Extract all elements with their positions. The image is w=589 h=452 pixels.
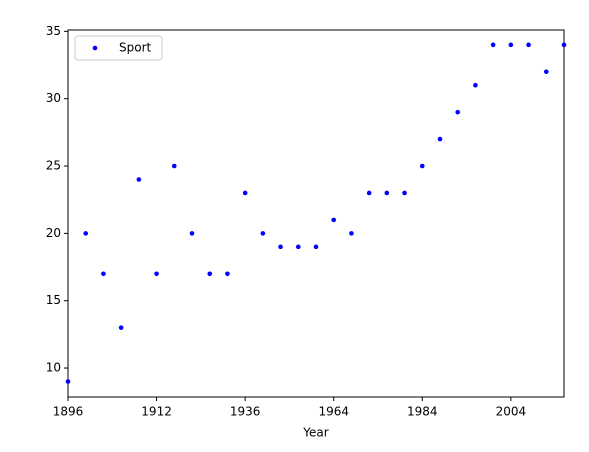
point [136, 177, 142, 182]
point [473, 82, 478, 88]
x-tick-label: 1896 [53, 405, 84, 419]
point [154, 271, 159, 277]
x-tick-label: 1936 [230, 405, 261, 419]
point [278, 244, 283, 250]
point [118, 325, 124, 330]
point [543, 69, 549, 75]
point [189, 231, 195, 236]
point [331, 217, 337, 223]
point [419, 163, 425, 169]
point [349, 231, 354, 236]
y-tick-label: 20 [46, 226, 61, 240]
point [83, 231, 89, 236]
x-tick-label: 2004 [496, 405, 527, 419]
y-tick-label: 15 [46, 293, 61, 307]
legend-box [74, 35, 163, 61]
x-axis-label: Year [302, 426, 328, 440]
point [437, 136, 443, 142]
y-tick-label: 10 [46, 361, 61, 375]
y-tick-label: 30 [46, 91, 61, 105]
point [171, 163, 177, 169]
point [313, 244, 319, 250]
point [402, 190, 407, 196]
plot-frame [67, 29, 565, 398]
x-tick-label: 1912 [141, 405, 172, 419]
point [207, 271, 213, 277]
point [225, 271, 230, 277]
point [101, 271, 106, 277]
point [508, 42, 514, 48]
y-tick-label: 35 [46, 24, 61, 38]
x-tick-label: 1984 [407, 405, 438, 419]
point [242, 190, 248, 196]
point [260, 231, 266, 236]
legend-label: Sport [119, 41, 152, 55]
point [65, 379, 71, 384]
point [295, 244, 301, 250]
point [366, 190, 372, 196]
point [384, 190, 390, 196]
y-tick-label: 25 [46, 159, 61, 173]
point [526, 42, 531, 48]
point [490, 42, 496, 48]
point [561, 42, 567, 48]
x-tick-label: 1964 [318, 405, 349, 419]
legend-marker [92, 45, 98, 51]
point [455, 109, 461, 115]
